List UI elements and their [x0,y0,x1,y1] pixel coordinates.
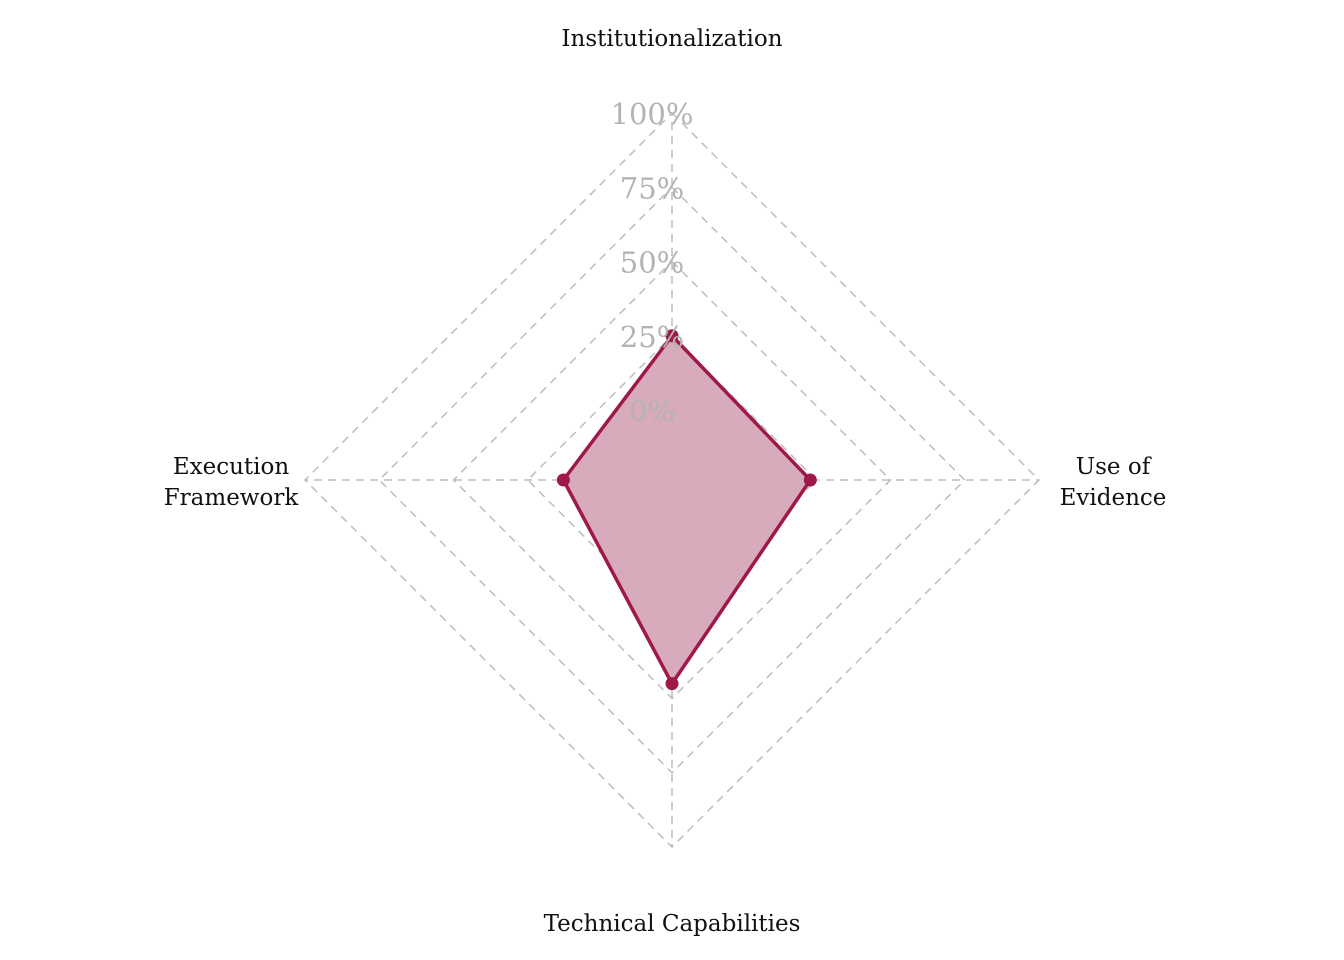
axis-labels: Institutionalization Use of Evidence Techni… [164,26,1167,937]
data-point-3 [556,473,570,487]
grid-ring-2 [452,260,892,700]
tick-labels: 0% 25% 50% 75% 100% [611,97,694,428]
axis-label-line: Use of [1076,454,1152,480]
axis-label-2: Technical Capabilities [544,911,801,937]
axis-label-line: Execution [173,454,290,480]
axis-label-line: Institutionalization [561,26,782,52]
axis-label-0: Institutionalization [561,26,782,52]
data-point-2 [665,677,679,691]
data-point-1 [803,473,817,487]
series-layer [556,329,817,691]
axis-label-3: Execution Framework [164,454,300,511]
axis-label-line: Evidence [1060,485,1167,511]
tick-label-4: 100% [611,97,694,131]
grid-ring-3 [378,186,966,774]
tick-label-0: 0% [629,394,675,428]
tick-label-2: 50% [620,246,684,280]
axis-label-1: Use of Evidence [1060,454,1167,511]
series-area-0 [561,334,813,686]
data-point-0 [665,329,679,343]
axis-label-line: Framework [164,485,300,511]
tick-label-3: 75% [620,171,684,205]
tick-label-1: 25% [620,320,684,354]
axis-label-line: Technical Capabilities [544,911,801,937]
